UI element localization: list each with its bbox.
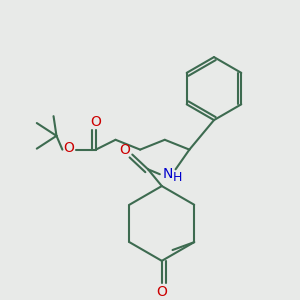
- Text: O: O: [156, 285, 167, 299]
- Text: O: O: [90, 115, 101, 129]
- Text: H: H: [173, 171, 182, 184]
- Text: O: O: [119, 142, 130, 157]
- Text: O: O: [63, 141, 74, 155]
- Text: N: N: [163, 167, 173, 181]
